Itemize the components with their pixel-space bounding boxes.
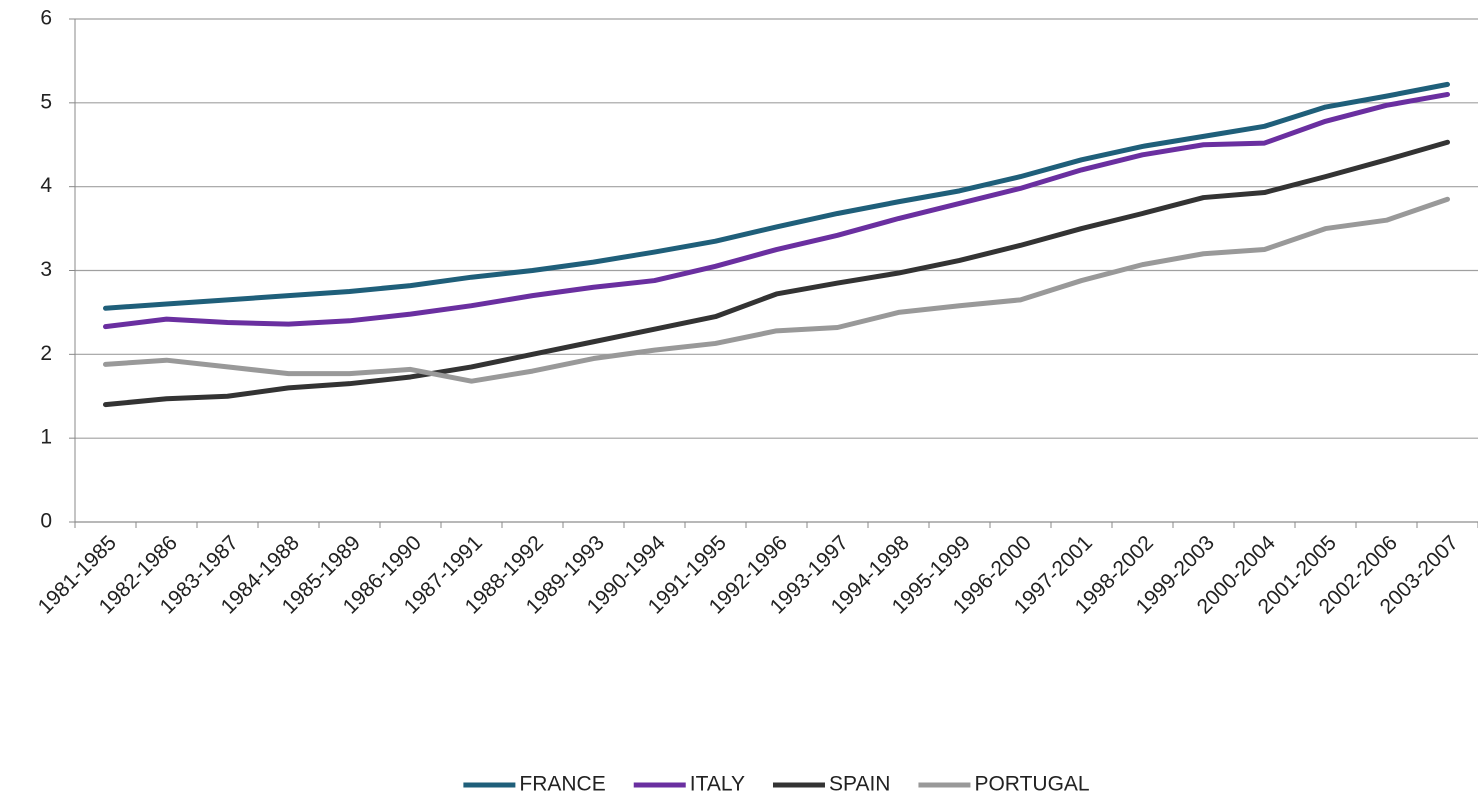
- series-line: [103, 196, 1450, 384]
- legend-label: ITALY: [690, 773, 745, 796]
- y-tick-label: 3: [40, 258, 52, 281]
- series-line: [103, 139, 1450, 408]
- y-tick-label: 1: [40, 426, 52, 449]
- y-tick-label: 4: [40, 174, 52, 197]
- series-line: [103, 91, 1450, 330]
- legend-label: SPAIN: [829, 773, 890, 796]
- y-tick-label: 0: [40, 510, 52, 533]
- series-line: [103, 81, 1450, 311]
- legend-label: PORTUGAL: [974, 773, 1089, 796]
- legend-label: FRANCE: [519, 773, 605, 796]
- y-tick-label: 5: [40, 90, 52, 113]
- y-tick-label: 6: [40, 7, 52, 30]
- y-tick-label: 2: [40, 342, 52, 365]
